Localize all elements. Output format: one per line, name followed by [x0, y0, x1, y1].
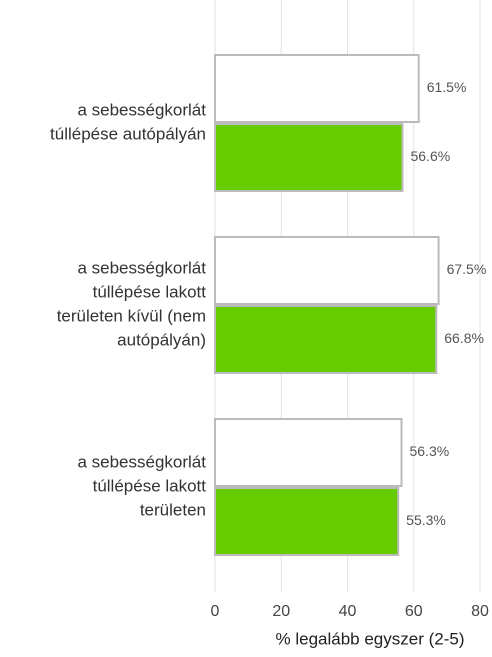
bar	[214, 123, 404, 192]
category-label: túllépése autópályán	[50, 124, 206, 143]
category-label: területen	[140, 500, 206, 519]
value-label: 66.8%	[444, 330, 484, 346]
x-tick-label: 60	[405, 603, 423, 620]
category-label: területen kívül (nem	[57, 306, 206, 325]
category-label: túllépése lakott	[93, 282, 207, 301]
x-tick-label: 20	[272, 603, 290, 620]
value-label: 56.3%	[409, 443, 449, 459]
value-label: 55.3%	[406, 512, 446, 528]
x-tick-label: 0	[211, 603, 220, 620]
bar	[214, 487, 400, 556]
category-label: a sebességkorlát	[77, 100, 206, 119]
value-label: 67.5%	[447, 261, 487, 277]
bar	[214, 236, 440, 305]
category-label: a sebességkorlát	[77, 258, 206, 277]
bar	[214, 305, 438, 374]
x-tick-label: 40	[339, 603, 357, 620]
bar	[214, 418, 403, 487]
x-axis-title: % legalább egyszer (2-5)	[276, 629, 465, 648]
bar	[214, 54, 420, 123]
value-label: 56.6%	[410, 148, 450, 164]
x-tick-label: 80	[471, 603, 489, 620]
category-label: autópályán)	[117, 330, 206, 349]
category-label: a sebességkorlát	[77, 452, 206, 471]
value-label: 61.5%	[427, 79, 467, 95]
category-label: túllépése lakott	[93, 476, 207, 495]
